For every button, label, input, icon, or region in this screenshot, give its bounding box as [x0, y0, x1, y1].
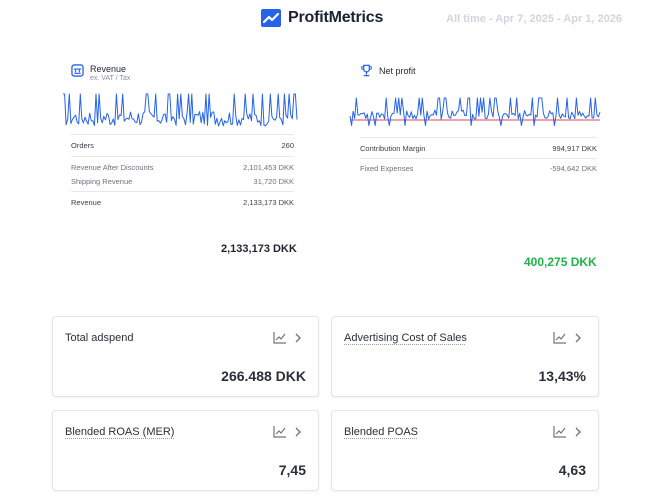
row-shipping-revenue: Shipping Revenue 31,720 DKK: [71, 177, 294, 186]
revenue-breakdown: Orders 260 Revenue After Discounts 2,101…: [71, 134, 294, 207]
revenue-sparkline: [63, 93, 298, 127]
row-fixed-expenses: Fixed Expenses -594,642 DKK: [360, 164, 597, 173]
card-value: 266.488 DKK: [221, 368, 306, 384]
divider: [360, 137, 597, 138]
row-label: Contribution Margin: [360, 144, 426, 153]
row-orders: Orders 260: [71, 141, 294, 150]
profit-panel-header: Net profit: [360, 64, 416, 77]
profit-total: 400,275 DKK: [524, 255, 597, 269]
sparkline-series: [63, 93, 298, 127]
row-value: 2,133,173 DKK: [243, 198, 294, 207]
store-icon: [71, 64, 84, 77]
line-chart-icon[interactable]: [553, 425, 567, 438]
row-label: Shipping Revenue: [71, 177, 133, 186]
card-actions: [273, 331, 301, 344]
card-value: 7,45: [278, 462, 306, 478]
revenue-total: 2,133,173 DKK: [221, 243, 297, 255]
chevron-right-icon[interactable]: [575, 427, 581, 437]
line-chart-icon[interactable]: [273, 425, 287, 438]
divider: [71, 191, 294, 192]
brand-name: ProfitMetrics: [288, 9, 384, 26]
row-value: 31,720 DKK: [253, 177, 294, 186]
trophy-icon: [361, 64, 372, 77]
row-value: 2,101,453 DKK: [243, 163, 294, 172]
trend-up-icon: [261, 9, 281, 27]
revenue-panel-header: Revenue ex. VAT / Tax: [71, 64, 130, 82]
profit-breakdown: Contribution Margin 994,917 DKK Fixed Ex…: [360, 137, 597, 173]
card-blended-poas[interactable]: Blended POAS 4,63: [331, 410, 599, 491]
chevron-right-icon[interactable]: [295, 427, 301, 437]
profit-title: Net profit: [379, 66, 416, 76]
row-value: 260: [281, 141, 294, 150]
card-actions: [553, 331, 581, 344]
row-contribution-margin: Contribution Margin 994,917 DKK: [360, 144, 597, 153]
row-revenue: Revenue 2,133,173 DKK: [71, 198, 294, 207]
row-label: Revenue After Discounts: [71, 163, 154, 172]
divider: [71, 156, 294, 157]
row-label: Revenue: [71, 198, 102, 207]
card-title: Blended POAS: [344, 426, 418, 438]
card-actions: [553, 425, 581, 438]
card-title: Total adspend: [65, 332, 134, 344]
card-title: Blended ROAS (MER): [65, 426, 175, 438]
card-actions: [273, 425, 301, 438]
card-total-adspend[interactable]: Total adspend 266.488 DKK: [52, 316, 319, 397]
divider: [71, 134, 294, 135]
chevron-right-icon[interactable]: [575, 333, 581, 343]
line-chart-icon[interactable]: [273, 331, 287, 344]
divider: [360, 158, 597, 159]
sparkline-series: [349, 97, 601, 126]
revenue-title: Revenue: [90, 64, 127, 74]
revenue-subtitle: ex. VAT / Tax: [90, 75, 131, 82]
card-title: Advertising Cost of Sales: [344, 332, 467, 344]
row-label: Orders: [71, 141, 94, 150]
row-revenue-after-discounts: Revenue After Discounts 2,101,453 DKK: [71, 163, 294, 172]
line-chart-icon[interactable]: [553, 331, 567, 344]
chevron-right-icon[interactable]: [295, 333, 301, 343]
profit-sparkline: [349, 97, 601, 126]
card-blended-roas[interactable]: Blended ROAS (MER) 7,45: [52, 410, 319, 491]
date-range[interactable]: All time - Apr 7, 2025 - Apr 1, 2026: [446, 13, 622, 25]
row-value: 994,917 DKK: [552, 144, 597, 153]
row-value: -594,642 DKK: [549, 164, 597, 173]
card-advertising-cost-of-sales[interactable]: Advertising Cost of Sales 13,43%: [331, 316, 599, 397]
card-value: 13,43%: [538, 368, 586, 384]
brand: ProfitMetrics: [261, 9, 383, 27]
row-label: Fixed Expenses: [360, 164, 414, 173]
card-value: 4,63: [558, 462, 586, 478]
